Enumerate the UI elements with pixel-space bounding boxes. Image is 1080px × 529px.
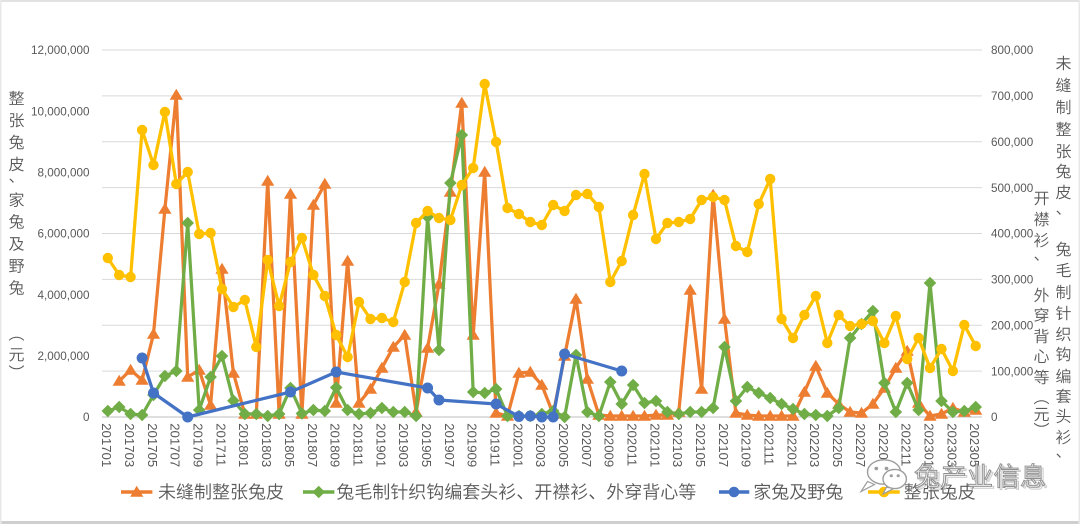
svg-text:800,000: 800,000 bbox=[991, 44, 1034, 57]
svg-text:6,000,000: 6,000,000 bbox=[38, 228, 90, 241]
svg-text:201911: 201911 bbox=[488, 423, 503, 466]
svg-text:8,000,000: 8,000,000 bbox=[38, 167, 90, 180]
svg-text:202205: 202205 bbox=[830, 423, 845, 467]
svg-text:202005: 202005 bbox=[556, 423, 571, 467]
svg-text:201707: 201707 bbox=[168, 423, 183, 467]
svg-text:200,000: 200,000 bbox=[991, 319, 1034, 332]
svg-text:12,000,000: 12,000,000 bbox=[31, 44, 90, 57]
svg-text:202011: 202011 bbox=[625, 423, 640, 466]
svg-text:202003: 202003 bbox=[533, 423, 548, 467]
svg-text:500,000: 500,000 bbox=[991, 182, 1034, 195]
svg-text:201701: 201701 bbox=[99, 423, 114, 467]
svg-text:600,000: 600,000 bbox=[991, 136, 1034, 149]
svg-text:202105: 202105 bbox=[693, 423, 708, 467]
svg-text:4,000,000: 4,000,000 bbox=[38, 289, 90, 302]
svg-text:201807: 201807 bbox=[305, 423, 320, 467]
svg-text:201801: 201801 bbox=[236, 423, 251, 467]
svg-text:201711: 201711 bbox=[213, 423, 228, 466]
svg-text:201703: 201703 bbox=[122, 423, 137, 467]
svg-text:201909: 201909 bbox=[465, 423, 480, 467]
svg-text:400,000: 400,000 bbox=[991, 228, 1034, 241]
svg-text:202303: 202303 bbox=[944, 423, 959, 467]
svg-text:201809: 201809 bbox=[328, 423, 343, 467]
svg-text:202305: 202305 bbox=[967, 423, 982, 467]
svg-text:202009: 202009 bbox=[602, 423, 617, 467]
svg-text:201803: 201803 bbox=[259, 423, 274, 467]
svg-text:201805: 201805 bbox=[282, 423, 297, 467]
svg-text:0: 0 bbox=[991, 411, 998, 424]
svg-text:201905: 201905 bbox=[419, 423, 434, 467]
svg-text:202101: 202101 bbox=[647, 423, 662, 467]
svg-text:201811: 201811 bbox=[350, 423, 365, 466]
svg-text:201705: 201705 bbox=[145, 423, 160, 467]
svg-text:202207: 202207 bbox=[853, 423, 868, 467]
svg-text:202301: 202301 bbox=[921, 423, 936, 467]
svg-text:202109: 202109 bbox=[739, 423, 754, 467]
svg-text:201907: 201907 bbox=[442, 423, 457, 467]
svg-text:201901: 201901 bbox=[373, 423, 388, 467]
svg-text:300,000: 300,000 bbox=[991, 274, 1034, 287]
svg-text:202007: 202007 bbox=[579, 423, 594, 467]
svg-text:202203: 202203 bbox=[807, 423, 822, 467]
svg-text:201903: 201903 bbox=[396, 423, 411, 467]
svg-text:202201: 202201 bbox=[784, 423, 799, 467]
svg-text:202211: 202211 bbox=[899, 423, 914, 466]
svg-text:2,000,000: 2,000,000 bbox=[38, 350, 90, 363]
svg-text:202111: 202111 bbox=[762, 423, 777, 465]
svg-text:202103: 202103 bbox=[670, 423, 685, 467]
svg-text:202001: 202001 bbox=[510, 423, 525, 467]
svg-text:202107: 202107 bbox=[716, 423, 731, 467]
svg-text:201709: 201709 bbox=[191, 423, 206, 467]
svg-text:10,000,000: 10,000,000 bbox=[31, 105, 90, 118]
svg-text:100,000: 100,000 bbox=[991, 365, 1034, 378]
svg-text:0: 0 bbox=[83, 411, 90, 424]
svg-text:700,000: 700,000 bbox=[991, 90, 1034, 103]
